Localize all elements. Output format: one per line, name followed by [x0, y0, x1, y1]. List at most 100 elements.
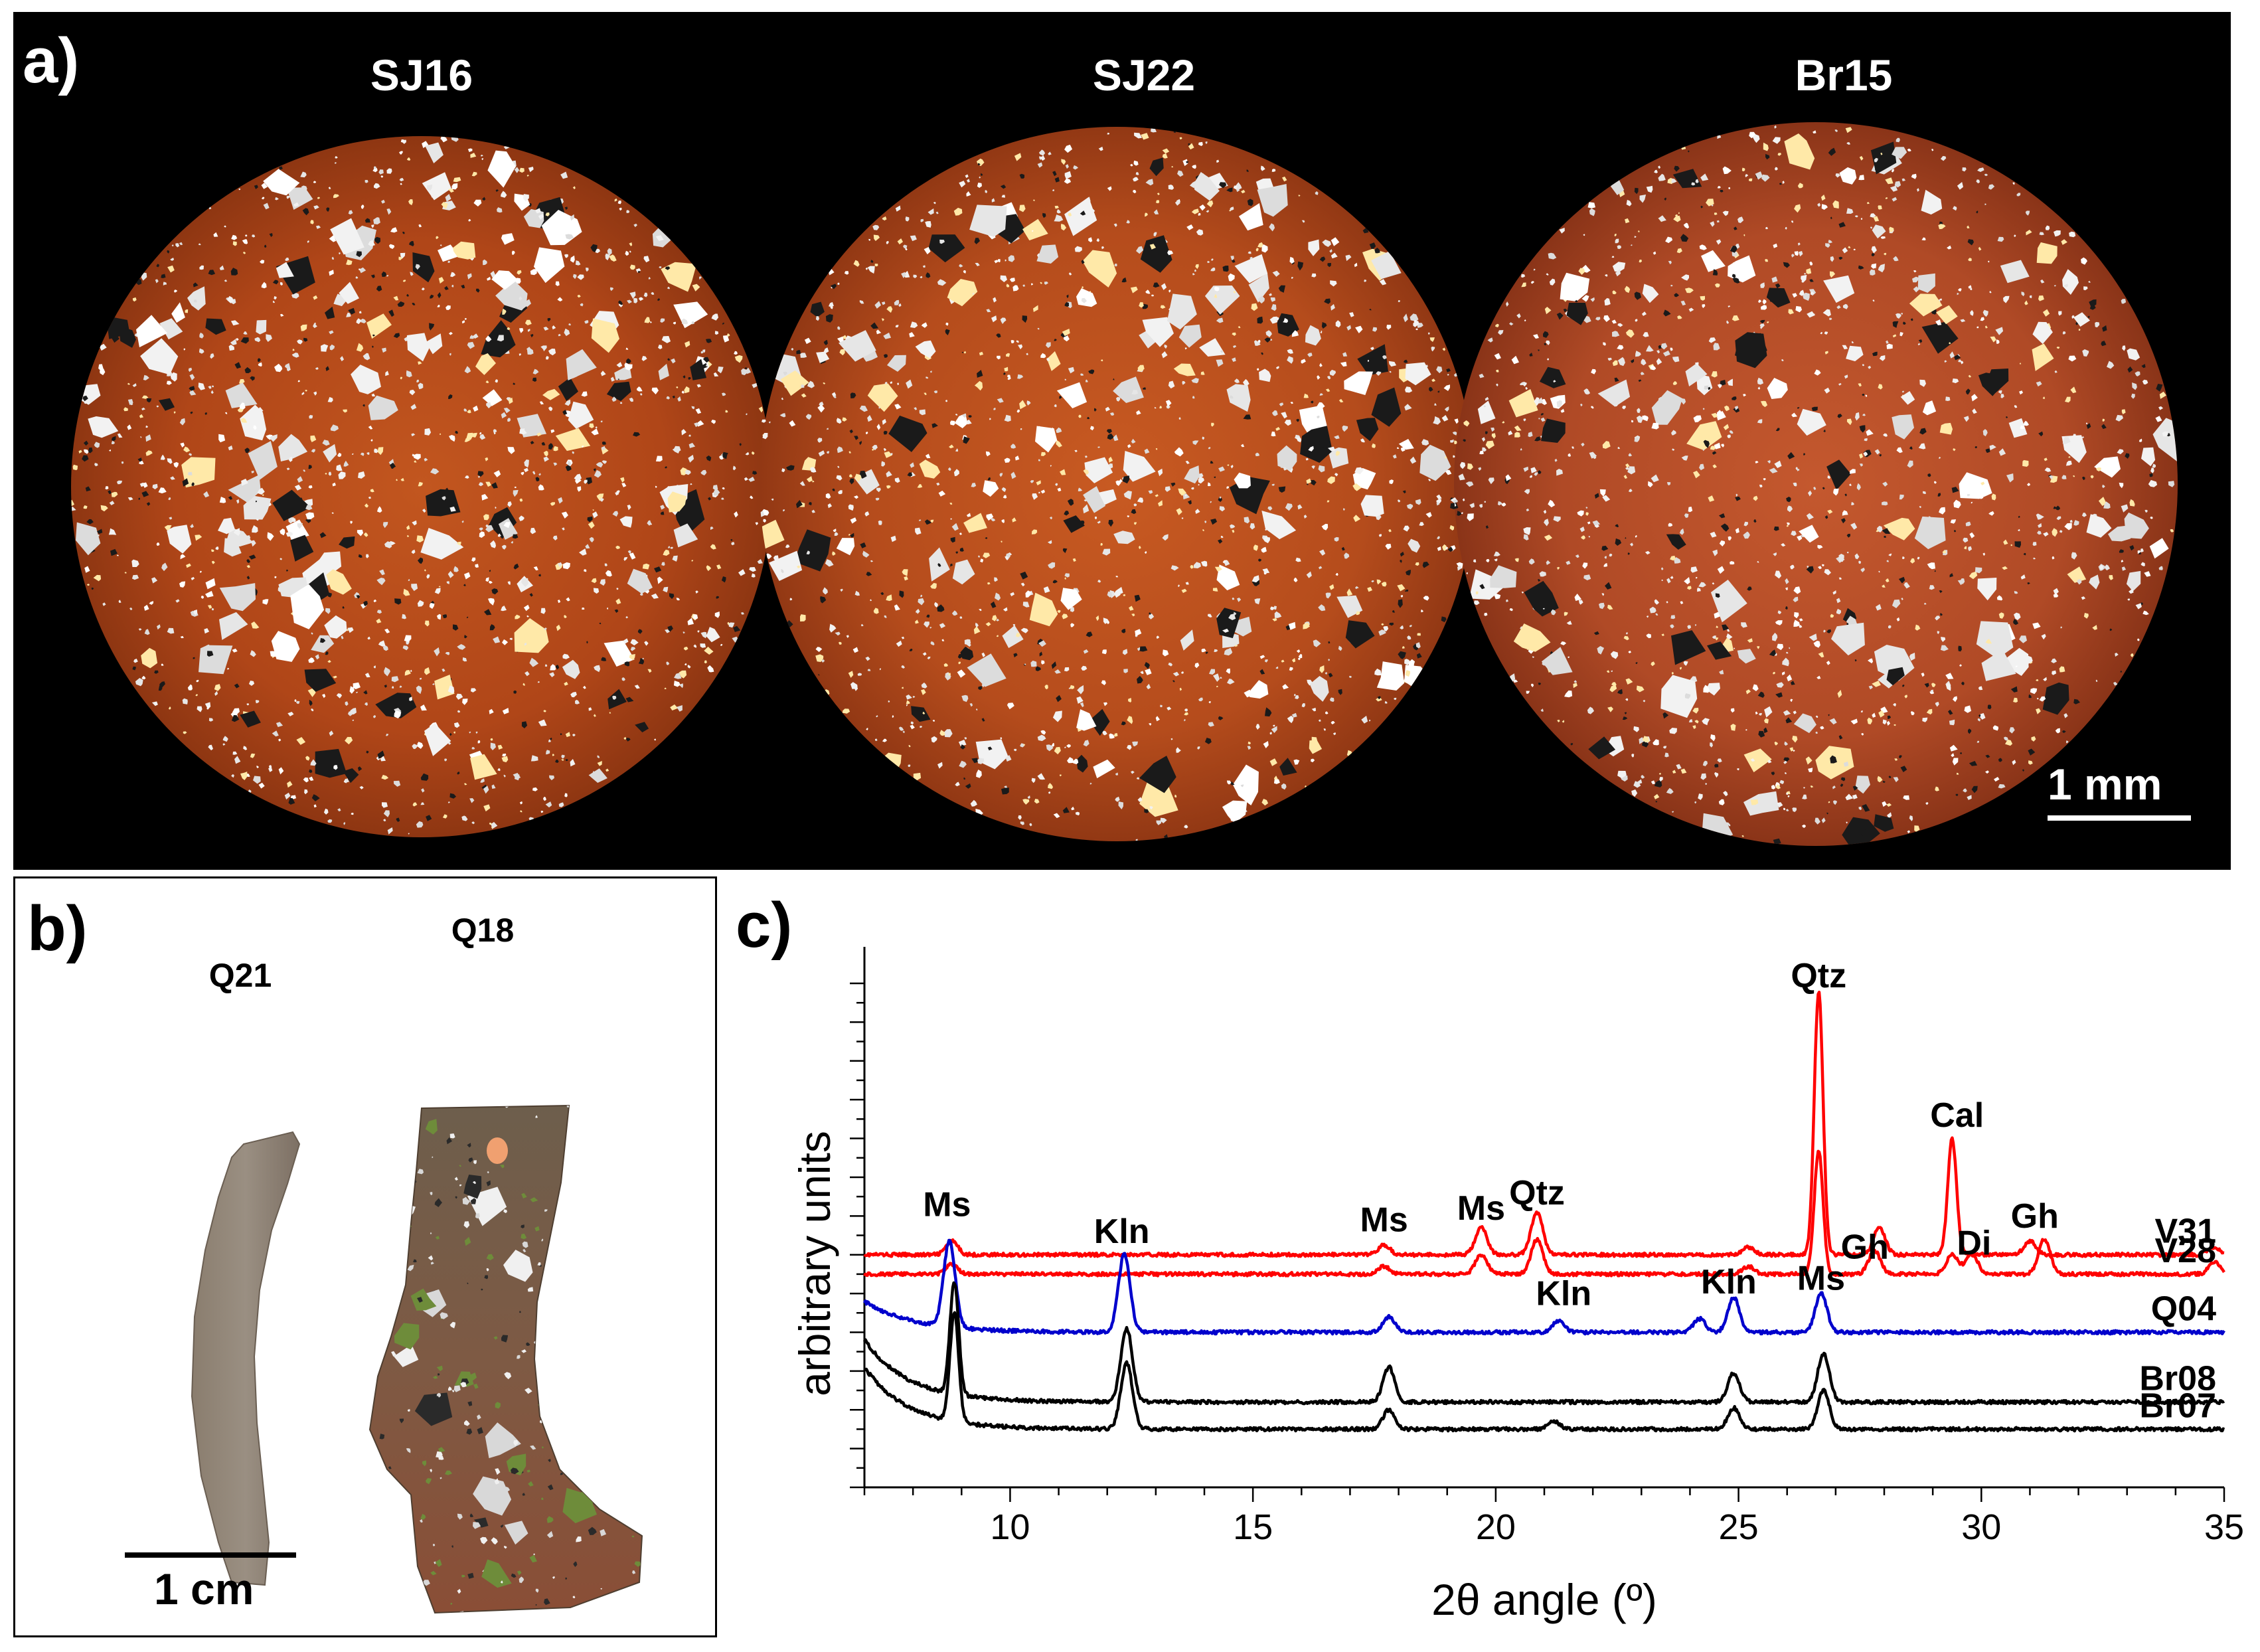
grain	[1491, 427, 1495, 432]
grain	[418, 557, 424, 564]
grain	[525, 1388, 532, 1394]
grain	[252, 525, 258, 533]
grain	[1033, 305, 1038, 312]
grain	[677, 705, 683, 712]
grain	[1677, 315, 1682, 319]
grain	[1250, 523, 1255, 530]
grain	[285, 1406, 289, 1410]
grain	[2032, 542, 2037, 546]
grain	[1101, 680, 1106, 685]
grain	[457, 771, 460, 775]
grain	[2129, 588, 2134, 594]
grain	[291, 1519, 298, 1527]
grain	[2021, 662, 2024, 665]
grain	[532, 377, 537, 382]
grain	[2056, 516, 2061, 521]
grain	[564, 328, 570, 337]
grain	[1097, 521, 1101, 524]
grain	[1151, 127, 1157, 133]
grain	[1048, 791, 1051, 794]
grain	[584, 479, 588, 484]
grain	[1896, 617, 1900, 621]
grain	[1585, 507, 1588, 509]
grain	[708, 1528, 711, 1530]
grain	[601, 1389, 605, 1393]
grain	[1002, 625, 1024, 648]
grain	[921, 689, 926, 695]
grain	[1056, 440, 1062, 448]
grain	[1149, 614, 1155, 620]
grain	[965, 174, 969, 179]
grain	[540, 345, 547, 352]
grain	[86, 519, 94, 525]
grain	[1840, 784, 1844, 787]
grain	[1631, 789, 1638, 797]
grain	[1076, 709, 1097, 731]
grain	[572, 734, 576, 737]
grain	[1543, 509, 1547, 514]
grain	[470, 153, 477, 158]
grain	[1949, 719, 1955, 726]
grain	[1654, 780, 1662, 787]
grain	[1068, 212, 1072, 216]
grain	[1824, 351, 1828, 355]
grain	[1102, 548, 1111, 556]
grain	[1815, 731, 1818, 734]
grain	[1389, 371, 1392, 373]
grain	[1590, 297, 1595, 302]
grain	[1214, 476, 1216, 479]
grain	[576, 1143, 579, 1146]
grain	[867, 266, 875, 274]
grain	[1793, 482, 1797, 487]
grain	[424, 620, 430, 627]
grain	[671, 1166, 675, 1169]
grain	[527, 329, 530, 332]
grain	[651, 387, 659, 394]
grain	[1866, 429, 1874, 436]
grain	[347, 1582, 349, 1586]
grain	[448, 331, 453, 335]
grain	[382, 522, 388, 529]
grain	[512, 534, 519, 539]
grain	[537, 681, 540, 683]
grain	[1291, 658, 1296, 663]
grain	[1123, 594, 1126, 596]
grain	[501, 412, 507, 419]
grain	[543, 710, 546, 712]
grain	[2006, 473, 2014, 483]
grain	[959, 264, 963, 268]
grain	[406, 525, 410, 530]
sherd-label-q18: Q18	[451, 912, 515, 949]
grain	[2042, 309, 2050, 317]
grain	[1599, 602, 1605, 610]
grain	[1630, 359, 1635, 363]
grain	[1919, 428, 1927, 435]
grain	[1836, 598, 1841, 604]
grain	[1752, 684, 1759, 691]
grain	[732, 465, 736, 471]
grain	[256, 518, 259, 521]
grain	[671, 1378, 677, 1383]
grain	[1064, 302, 1069, 307]
grain	[1192, 165, 1196, 169]
grain	[429, 603, 435, 609]
grain	[317, 1530, 320, 1534]
grain	[394, 710, 402, 718]
grain	[1172, 680, 1175, 683]
grain	[1671, 430, 1676, 436]
grain	[1194, 663, 1200, 669]
grain	[1761, 305, 1767, 310]
grain	[145, 425, 148, 428]
grain	[1135, 839, 1138, 841]
grain	[916, 608, 920, 614]
grain	[1792, 293, 1797, 298]
grain	[2013, 697, 2018, 703]
grain	[1667, 482, 1671, 486]
grain	[1419, 444, 1451, 481]
grain	[1995, 327, 2004, 335]
grain	[546, 1530, 554, 1538]
grain	[340, 1279, 343, 1281]
grain	[1735, 493, 1738, 497]
grain	[1844, 374, 1848, 379]
grain	[1623, 635, 1629, 641]
